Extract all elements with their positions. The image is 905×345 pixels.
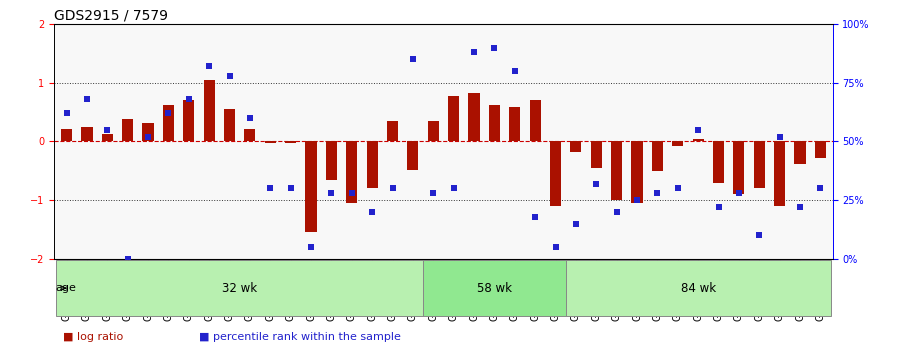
Text: 58 wk: 58 wk bbox=[477, 282, 512, 295]
Bar bbox=[529, 100, 541, 141]
Point bbox=[182, 97, 196, 102]
Bar bbox=[61, 129, 72, 141]
Bar bbox=[672, 141, 683, 146]
Bar bbox=[774, 141, 786, 206]
Bar bbox=[387, 121, 398, 141]
Bar bbox=[469, 93, 480, 141]
Bar bbox=[652, 141, 663, 171]
Bar bbox=[224, 109, 235, 141]
Point bbox=[589, 181, 604, 186]
Text: ■ log ratio: ■ log ratio bbox=[63, 332, 124, 342]
Point bbox=[711, 204, 726, 210]
Bar bbox=[122, 119, 133, 141]
Point bbox=[141, 134, 156, 139]
Point bbox=[793, 204, 807, 210]
Bar bbox=[347, 141, 357, 203]
Bar bbox=[570, 141, 582, 152]
Bar bbox=[244, 129, 255, 141]
Text: 84 wk: 84 wk bbox=[681, 282, 716, 295]
Point bbox=[609, 209, 624, 215]
Point bbox=[508, 68, 522, 74]
Point bbox=[386, 186, 400, 191]
Point bbox=[345, 190, 359, 196]
Point bbox=[263, 186, 278, 191]
FancyBboxPatch shape bbox=[56, 260, 423, 316]
Bar bbox=[692, 138, 704, 141]
Bar bbox=[367, 141, 377, 188]
Point bbox=[548, 244, 563, 250]
Bar bbox=[264, 141, 276, 142]
Point bbox=[80, 97, 94, 102]
Point bbox=[752, 233, 767, 238]
Point bbox=[304, 244, 319, 250]
Point bbox=[691, 127, 705, 132]
Point bbox=[405, 57, 420, 62]
Point bbox=[528, 214, 542, 219]
Point bbox=[223, 73, 237, 79]
Point bbox=[161, 110, 176, 116]
Bar bbox=[795, 141, 805, 164]
Bar bbox=[550, 141, 561, 206]
Point bbox=[283, 186, 298, 191]
Point bbox=[568, 221, 583, 226]
Bar bbox=[285, 141, 296, 142]
Bar bbox=[428, 121, 439, 141]
Point bbox=[467, 50, 481, 55]
Bar bbox=[142, 123, 154, 141]
Point bbox=[202, 63, 216, 69]
Text: age: age bbox=[55, 283, 76, 293]
FancyBboxPatch shape bbox=[423, 260, 566, 316]
Point bbox=[772, 134, 786, 139]
Bar bbox=[510, 107, 520, 141]
Text: GDS2915 / 7579: GDS2915 / 7579 bbox=[54, 9, 168, 23]
Bar bbox=[305, 141, 317, 233]
Bar bbox=[713, 141, 724, 183]
Bar bbox=[407, 141, 418, 170]
Bar bbox=[814, 141, 826, 158]
Bar bbox=[448, 96, 459, 141]
Bar bbox=[326, 141, 337, 179]
Bar bbox=[632, 141, 643, 203]
Point bbox=[100, 127, 115, 132]
Point bbox=[630, 197, 644, 203]
Point bbox=[60, 110, 74, 116]
Bar bbox=[183, 100, 195, 141]
Point bbox=[671, 186, 685, 191]
Point bbox=[120, 256, 135, 262]
Bar bbox=[733, 141, 745, 194]
Point bbox=[813, 186, 827, 191]
Point bbox=[731, 190, 746, 196]
Point bbox=[487, 45, 501, 50]
Point bbox=[324, 190, 338, 196]
Bar bbox=[591, 141, 602, 168]
Bar bbox=[204, 80, 214, 141]
Bar bbox=[81, 127, 92, 141]
Point bbox=[426, 190, 441, 196]
Bar bbox=[754, 141, 765, 188]
Bar bbox=[489, 105, 500, 141]
Text: 32 wk: 32 wk bbox=[222, 282, 257, 295]
Point bbox=[650, 190, 664, 196]
Text: ■ percentile rank within the sample: ■ percentile rank within the sample bbox=[199, 332, 401, 342]
FancyBboxPatch shape bbox=[566, 260, 831, 316]
Point bbox=[446, 186, 461, 191]
Bar bbox=[611, 141, 623, 200]
Bar bbox=[101, 135, 113, 141]
Point bbox=[365, 209, 379, 215]
Bar bbox=[163, 105, 174, 141]
Point bbox=[243, 115, 257, 121]
